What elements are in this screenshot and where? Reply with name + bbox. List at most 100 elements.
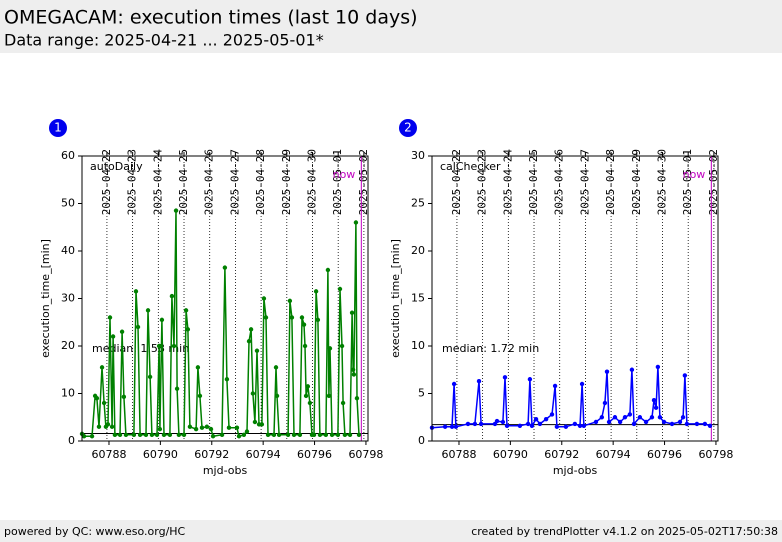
data-point (119, 329, 125, 334)
x-axis-label: mjd-obs (553, 464, 598, 477)
y-tick-label: 60 (61, 149, 75, 162)
data-point (156, 343, 162, 349)
data-point (302, 343, 308, 349)
data-point (326, 393, 332, 399)
data-point (197, 393, 203, 399)
x-tick-label: 60798 (348, 448, 383, 461)
data-point (303, 393, 309, 399)
data-point (210, 434, 216, 439)
data-point (500, 419, 506, 425)
data-point (643, 419, 649, 425)
data-point (453, 424, 459, 429)
data-point (244, 429, 250, 434)
data-point (145, 308, 151, 313)
data-point (533, 416, 539, 422)
x-tick-label: 60794 (596, 448, 631, 461)
data-point (572, 421, 578, 427)
data-point (246, 339, 252, 344)
data-point (285, 432, 291, 438)
data-point (707, 423, 713, 428)
data-point (208, 426, 214, 432)
x-tick-label: 60788 (91, 448, 126, 461)
x-tick-label: 60790 (493, 448, 528, 461)
data-point (291, 432, 297, 438)
data-point (653, 405, 659, 410)
data-point (105, 422, 111, 427)
data-point (537, 421, 543, 427)
date-tick-label: 2025-04-22 (450, 149, 463, 215)
data-point (476, 378, 482, 384)
data-point (248, 327, 254, 332)
data-point (629, 367, 635, 372)
data-point (682, 373, 688, 378)
data-point (222, 265, 228, 270)
y-tick-label: 20 (411, 244, 425, 257)
panel-badge-label: 2 (404, 121, 412, 135)
y-axis-label: execution_time_[min] (39, 239, 52, 358)
date-tick-label: 2025-04-26 (553, 149, 566, 215)
panel-badge-label: 1 (54, 121, 62, 135)
date-tick-label: 2025-05-01 (681, 149, 694, 215)
data-point (274, 393, 280, 399)
data-point (502, 375, 508, 380)
data-point (143, 432, 149, 438)
data-point (525, 421, 531, 427)
y-tick-label: 0 (68, 434, 75, 447)
footer-left: powered by QC: www.eso.org/HC (4, 525, 186, 538)
data-point (549, 412, 555, 417)
data-point (171, 343, 177, 349)
median-label: median: 1.58 min (92, 342, 189, 355)
data-point (174, 386, 180, 391)
data-point (107, 315, 113, 320)
data-point (593, 419, 599, 425)
data-point (117, 432, 123, 438)
data-point (154, 432, 160, 438)
data-point (109, 424, 115, 429)
data-point (183, 308, 189, 313)
data-point (101, 400, 107, 406)
data-point (96, 424, 102, 429)
date-tick-label: 2025-04-22 (100, 149, 113, 215)
data-point (176, 432, 182, 438)
data-point (236, 434, 242, 439)
y-tick-label: 30 (61, 292, 75, 305)
data-point (337, 286, 343, 292)
data-point (273, 365, 279, 370)
date-tick-label: 2025-05-02 (707, 149, 720, 215)
data-point (529, 423, 535, 428)
data-point (254, 348, 260, 353)
data-point (123, 432, 129, 438)
data-point (94, 396, 100, 401)
date-tick-label: 2025-05-01 (331, 149, 344, 215)
series-label: calChecker (440, 160, 501, 173)
data-point (311, 432, 317, 438)
date-tick-label: 2025-04-28 (604, 149, 617, 215)
data-point (340, 400, 346, 406)
data-point (204, 424, 210, 429)
data-point (147, 374, 153, 380)
data-point (313, 289, 319, 294)
page-subtitle: Data range: 2025-04-21 ... 2025-05-01* (4, 31, 324, 50)
data-point (349, 310, 355, 315)
data-point (133, 289, 139, 294)
data-point (121, 394, 127, 400)
x-tick-label: 60794 (246, 448, 281, 461)
data-point (449, 424, 455, 429)
data-point (169, 293, 175, 299)
data-point (604, 369, 610, 374)
data-point (307, 400, 313, 406)
data-point (325, 267, 331, 273)
data-point (637, 415, 643, 420)
data-point (342, 432, 348, 438)
data-point (657, 415, 663, 420)
date-tick-label: 2025-04-27 (578, 149, 591, 215)
date-tick-label: 2025-04-25 (177, 149, 190, 215)
data-point (185, 327, 191, 332)
data-point (135, 324, 141, 330)
data-point (702, 421, 708, 427)
data-point (195, 365, 201, 370)
data-point (631, 421, 637, 427)
x-tick-label: 60798 (698, 448, 733, 461)
data-point (478, 421, 484, 427)
